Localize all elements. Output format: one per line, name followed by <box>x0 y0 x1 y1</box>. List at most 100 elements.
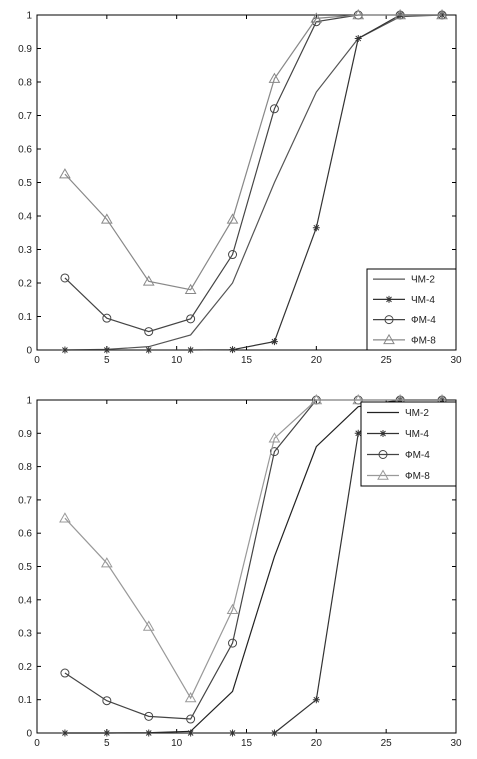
y-tick-label: 0 <box>26 729 32 740</box>
y-tick-label: 0.9 <box>18 429 32 440</box>
data-point <box>269 104 279 114</box>
data-point <box>187 729 195 737</box>
y-tick-label: 1 <box>26 396 32 407</box>
data-point <box>59 168 71 179</box>
data-point <box>268 72 281 83</box>
data-point <box>102 313 112 323</box>
legend-label: ФМ-8 <box>405 471 430 482</box>
data-point <box>310 393 323 405</box>
chart-panel-1: 0 5 10 15 20 25 30 0 0.1 0.2 0.3 0.4 0.5 0.6 0.7 0.8 0.9… <box>18 8 462 366</box>
data-point <box>186 314 196 324</box>
y-tick-label: 0.4 <box>18 212 32 223</box>
x-tick-label: 10 <box>171 738 183 749</box>
y-tick-label: 0.9 <box>18 44 32 55</box>
x-tick-label: 5 <box>104 738 110 749</box>
data-point <box>186 714 196 724</box>
data-point <box>145 346 153 354</box>
data-point <box>142 275 155 286</box>
data-point <box>228 638 238 648</box>
x-tick-label: 25 <box>381 738 393 749</box>
data-point <box>100 213 113 224</box>
x-tick-label: 15 <box>241 355 253 366</box>
data-point <box>59 512 71 523</box>
legend-marker <box>379 430 387 437</box>
y-tick-label: 0.7 <box>18 111 32 122</box>
y-tick-label: 0.1 <box>18 312 32 323</box>
data-point <box>100 557 113 568</box>
legend-label: ФМ-4 <box>411 315 436 326</box>
legend-marker <box>377 469 389 480</box>
x-tick-label: 10 <box>171 355 183 366</box>
y-tick-label: 0.3 <box>18 629 32 640</box>
data-point <box>103 346 111 354</box>
data-point <box>352 393 365 405</box>
data-point <box>184 692 197 703</box>
data-point <box>184 283 197 294</box>
data-point <box>436 8 448 20</box>
legend-label: ФМ-4 <box>405 450 430 461</box>
x-tick-label: 15 <box>241 738 253 749</box>
data-point <box>142 620 155 631</box>
y-tick-label: 0.8 <box>18 78 32 89</box>
data-point <box>352 8 365 20</box>
data-point <box>268 432 281 443</box>
legend-box <box>360 401 457 487</box>
x-tick-label: 20 <box>311 355 323 366</box>
data-point <box>354 429 362 437</box>
data-point <box>270 729 278 737</box>
data-point <box>312 224 320 232</box>
x-tick-label: 20 <box>311 738 323 749</box>
data-point <box>61 346 69 354</box>
legend-label: ЧМ-4 <box>411 295 435 306</box>
y-tick-label: 0.2 <box>18 662 32 673</box>
data-point <box>229 729 237 737</box>
y-tick-label: 0.5 <box>18 178 32 189</box>
data-point <box>145 729 153 737</box>
series-line <box>64 14 443 291</box>
data-point <box>187 346 195 354</box>
legend-label: ЧМ-2 <box>411 275 435 286</box>
data-point <box>312 696 320 704</box>
x-tick-label: 30 <box>450 738 462 749</box>
x-tick-label: 0 <box>34 355 40 366</box>
legend-label: ЧМ-4 <box>405 429 429 440</box>
data-point <box>270 338 278 346</box>
data-point <box>394 8 406 20</box>
series-line <box>64 399 443 700</box>
series-line <box>64 14 443 351</box>
legend-marker <box>378 450 388 459</box>
data-point <box>144 327 154 337</box>
x-tick-label: 30 <box>450 355 462 366</box>
x-tick-label: 25 <box>381 355 393 366</box>
y-tick-label: 1 <box>26 11 32 22</box>
data-point <box>61 729 69 737</box>
data-point <box>226 213 239 224</box>
data-point <box>60 273 70 283</box>
legend-marker <box>384 315 394 325</box>
x-tick-label: 5 <box>104 355 110 366</box>
y-tick-label: 0.6 <box>18 145 32 156</box>
y-tick-label: 0.5 <box>18 562 32 573</box>
x-tick-label: 0 <box>34 738 40 749</box>
y-tick-label: 0 <box>26 346 32 357</box>
data-point <box>310 12 323 23</box>
data-point <box>354 34 362 42</box>
y-tick-label: 0.1 <box>18 695 32 706</box>
legend-box <box>366 268 457 351</box>
data-point <box>269 447 279 457</box>
y-tick-label: 0.4 <box>18 595 32 606</box>
y-tick-label: 0.2 <box>18 279 32 290</box>
series-line <box>64 14 443 351</box>
data-point <box>228 250 238 260</box>
y-tick-label: 0.6 <box>18 529 32 540</box>
data-point <box>144 711 154 721</box>
data-point <box>60 668 70 678</box>
data-point <box>226 603 239 615</box>
legend-label: ЧМ-2 <box>405 408 429 419</box>
chart-panel-2: 0 5 10 15 20 25 30 0 0.1 0.2 0.3 0.4 0.5 0.6 0.7 0.8 0.9… <box>18 393 462 749</box>
y-tick-label: 0.3 <box>18 245 32 256</box>
legend-marker <box>383 333 395 345</box>
legend-marker <box>385 295 393 303</box>
data-point <box>103 729 111 737</box>
